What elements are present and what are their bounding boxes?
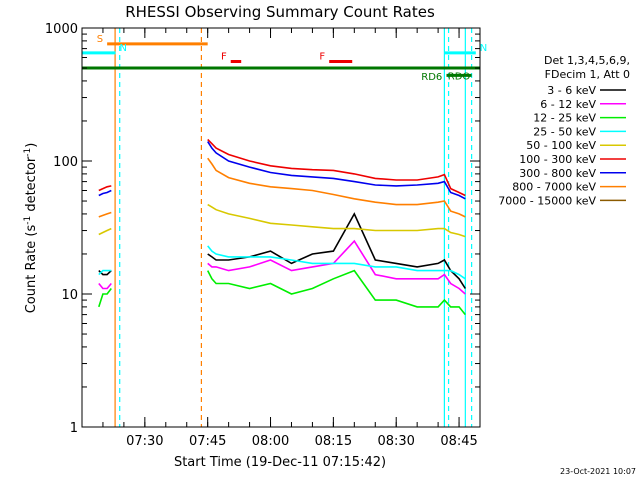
x-axis: 07:30 07:45 08:00 08:15 08:30 08:45 [81, 28, 481, 449]
x-tick-label: 08:00 [252, 434, 289, 449]
chart-title: RHESSI Observing Summary Count Rates [125, 3, 435, 21]
plot-frame [81, 27, 481, 428]
flag-label: F [319, 51, 325, 62]
flag-label: S [97, 34, 103, 45]
y-tick-label: 1000 [45, 22, 78, 37]
series-line [98, 141, 466, 200]
legend-label: 3 - 6 keV [547, 84, 596, 97]
legend-header: FDecim 1, Att 0 [545, 68, 630, 81]
flag-label: N [120, 43, 127, 54]
x-tick-label: 08:15 [315, 434, 352, 449]
plot-area: S N N F F RD6 RDO [82, 28, 487, 427]
x-tick-label: 07:30 [126, 434, 163, 449]
legend-label: 100 - 300 keV [519, 153, 596, 166]
series-line [98, 245, 466, 280]
x-tick-label: 07:45 [189, 434, 226, 449]
legend-header: Det 1,3,4,5,6,9, [544, 54, 630, 67]
x-tick-label: 08:45 [440, 434, 477, 449]
series-line [98, 269, 466, 316]
x-tick-label: 08:30 [377, 434, 414, 449]
legend-label: 300 - 800 keV [519, 167, 596, 180]
flag-label: F [221, 51, 227, 62]
y-axis: 1 10 100 1000 [45, 22, 480, 436]
legend-label: 7000 - 15000 keV [498, 194, 596, 207]
series-line [98, 212, 466, 289]
x-axis-label: Start Time (19-Dec-11 07:15:42) [174, 455, 386, 470]
timestamp: 23-Oct-2021 10:07 [560, 467, 636, 476]
y-tick-label: 10 [61, 288, 78, 303]
series-line [98, 203, 466, 238]
y-tick-label: 100 [53, 155, 78, 170]
flag-label: RDO [448, 71, 471, 82]
flag-label: RD6 [421, 72, 442, 83]
legend-label: 800 - 7000 keV [512, 181, 596, 194]
legend-label: 25 - 50 keV [533, 125, 596, 138]
legend-label: 12 - 25 keV [533, 112, 596, 125]
series-line [98, 239, 466, 295]
y-axis-label: Count Rate (s-1 detector-1) [23, 143, 39, 314]
legend-label: 6 - 12 keV [540, 98, 596, 111]
y-tick-label: 1 [70, 421, 78, 436]
legend-label: 50 - 100 keV [526, 139, 596, 152]
series-line [98, 138, 466, 197]
series-line [98, 157, 466, 218]
legend: Det 1,3,4,5,6,9,FDecim 1, Att 0 3 - 6 keV… [498, 54, 630, 207]
flag-label: N [480, 43, 487, 54]
